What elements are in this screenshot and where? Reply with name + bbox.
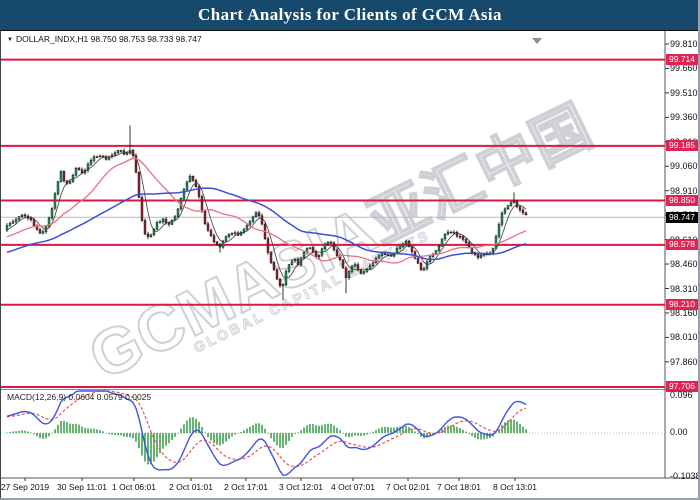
chart-shift-icon[interactable] xyxy=(532,38,542,44)
price-chart-canvas xyxy=(1,31,698,481)
symbol-ohlc-text: DOLLAR_INDX,H1 98.750 98.753 98.733 98.7… xyxy=(15,34,202,44)
title-bar: Chart Analysis for Clients of GCM Asia xyxy=(0,0,698,30)
symbol-label: ▼ DOLLAR_INDX,H1 98.750 98.753 98.733 98.… xyxy=(7,34,202,44)
page-title: Chart Analysis for Clients of GCM Asia xyxy=(198,5,502,24)
symbol-dropdown-icon[interactable]: ▼ xyxy=(7,37,13,43)
macd-indicator-label: MACD(12,26,9) 0.0604 0.0579 0.0025 xyxy=(7,392,152,402)
chart-window: GCMASIA亚汇中国 GLOBAL CAPITAL MARKETS ▼ DOLL… xyxy=(0,30,698,498)
